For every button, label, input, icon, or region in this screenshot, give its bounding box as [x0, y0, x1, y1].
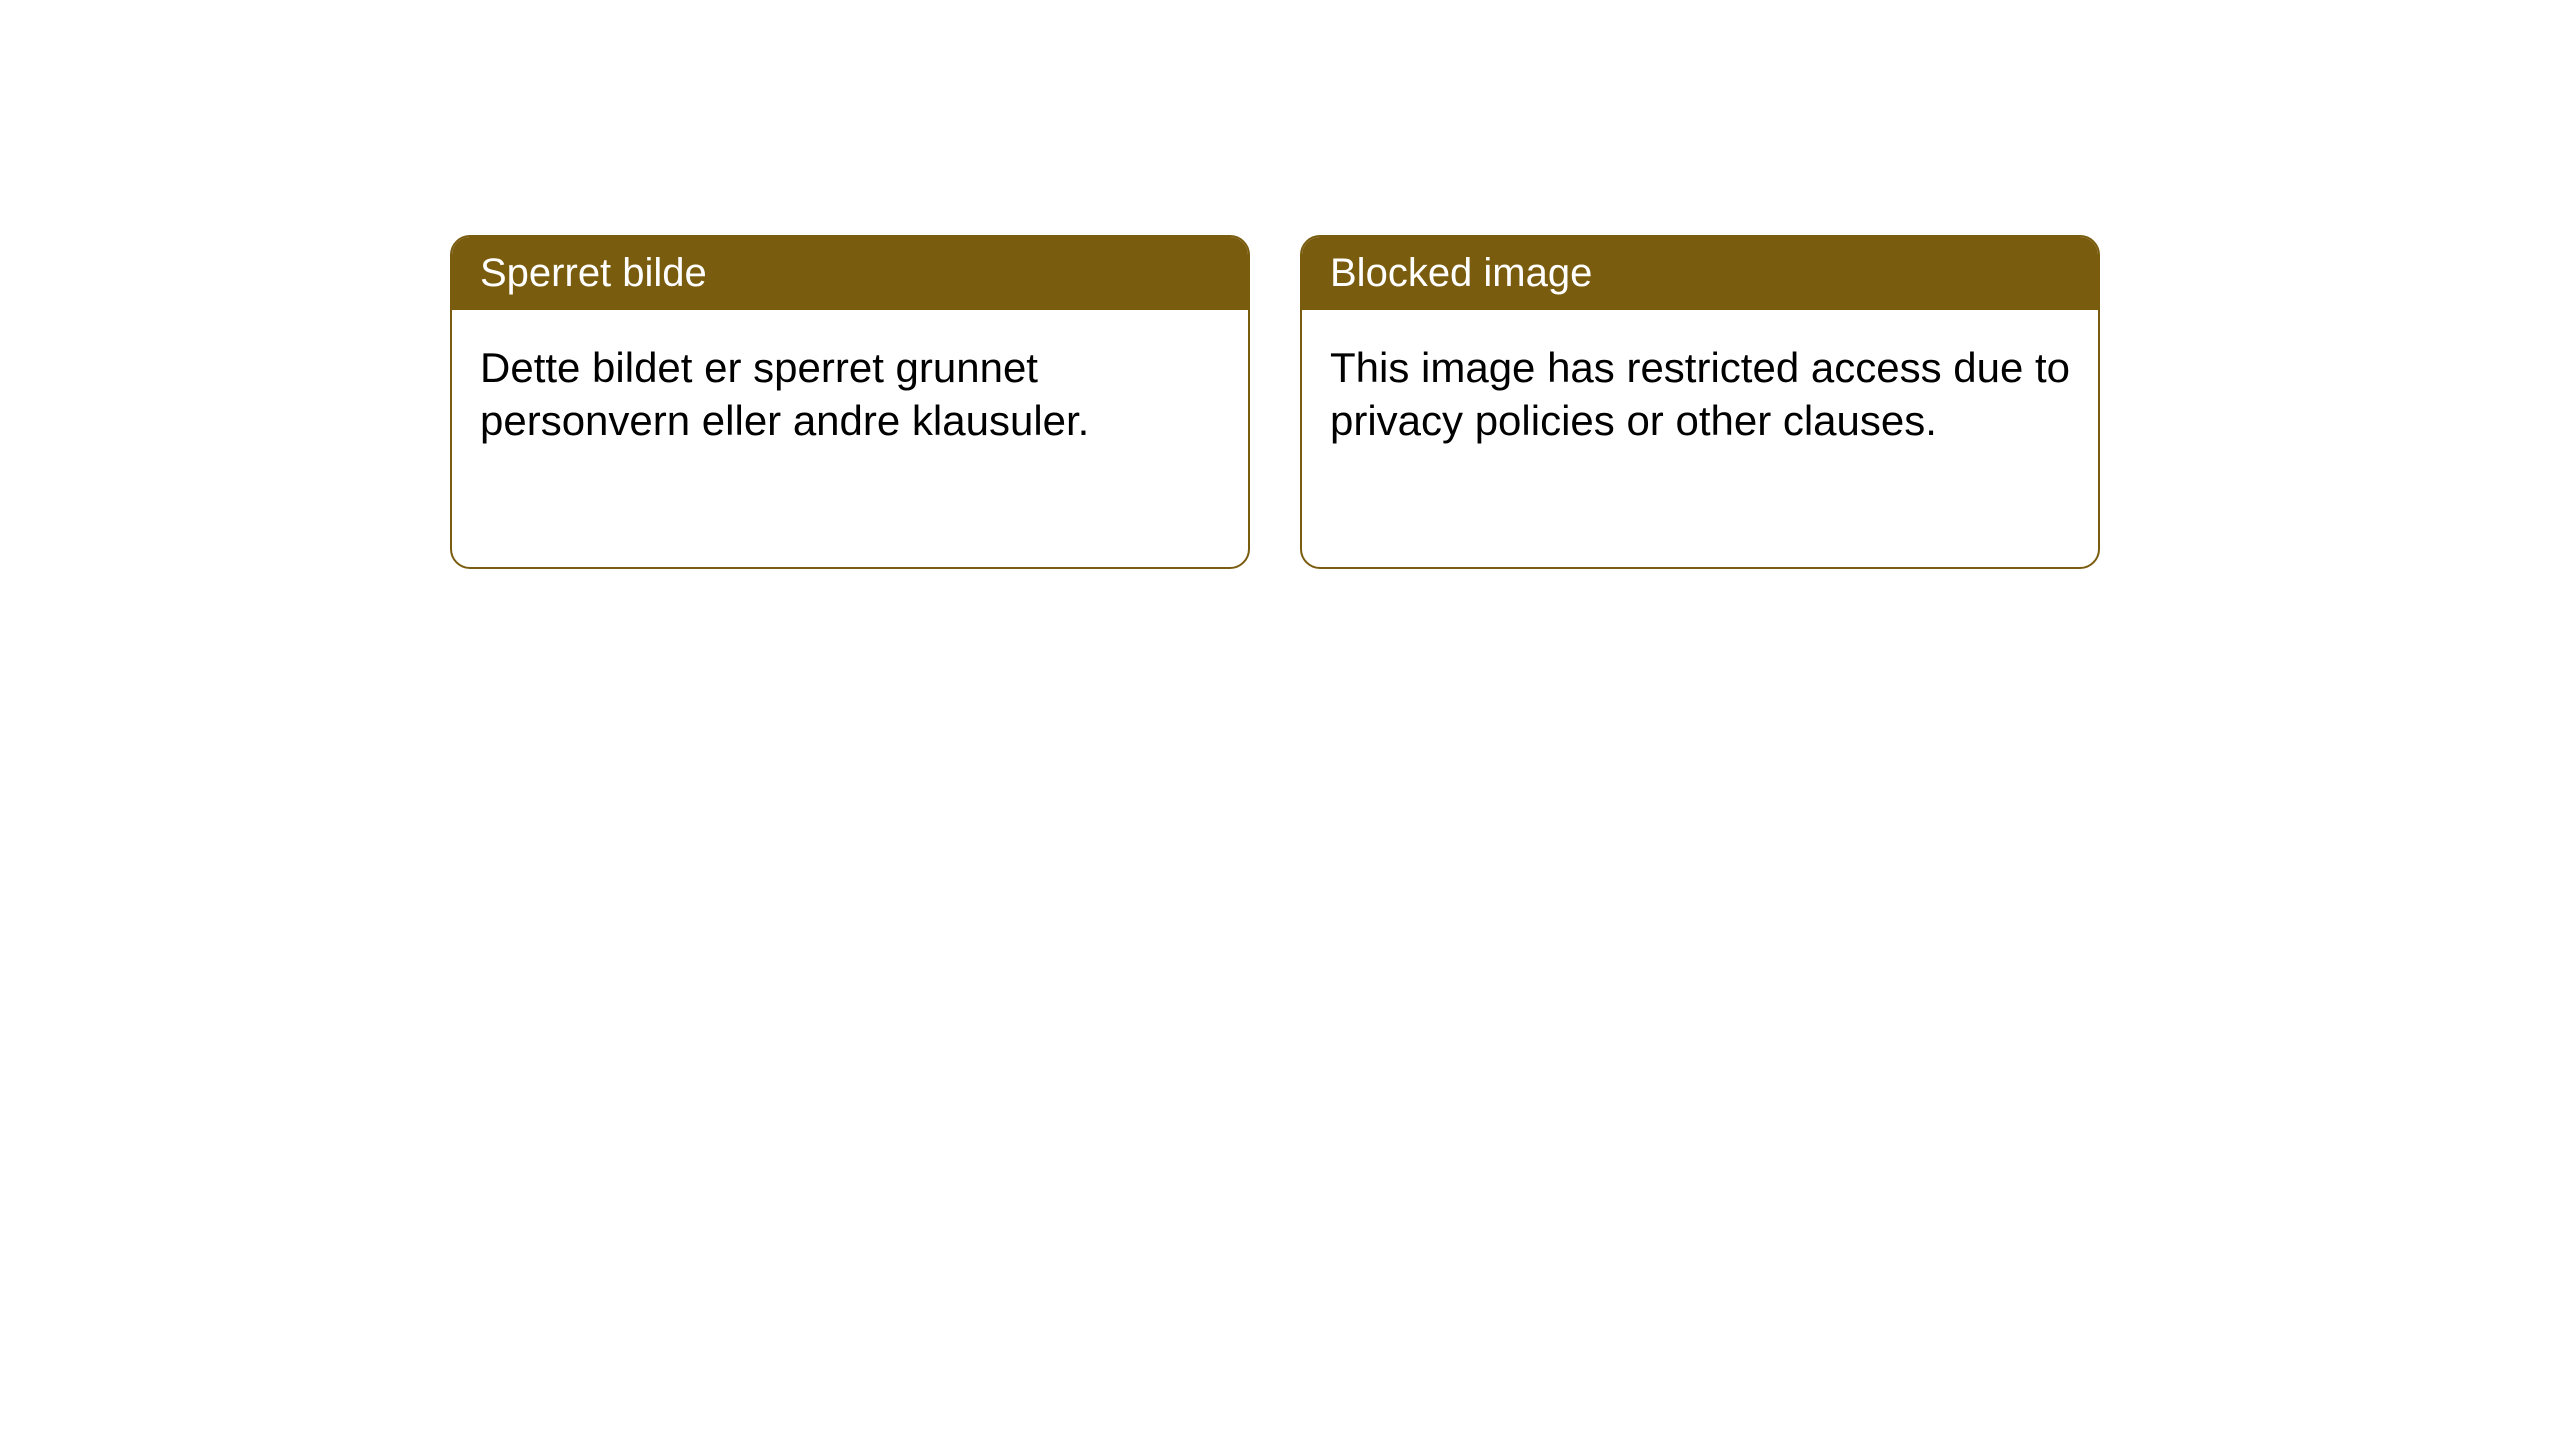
card-body-text: Dette bildet er sperret grunnet personve… [480, 344, 1089, 444]
notice-card-english: Blocked image This image has restricted … [1300, 235, 2100, 569]
card-title: Sperret bilde [480, 251, 707, 295]
card-body: Dette bildet er sperret grunnet personve… [452, 310, 1248, 479]
notice-cards-container: Sperret bilde Dette bildet er sperret gr… [450, 235, 2100, 569]
card-header: Sperret bilde [452, 237, 1248, 310]
card-header: Blocked image [1302, 237, 2098, 310]
notice-card-norwegian: Sperret bilde Dette bildet er sperret gr… [450, 235, 1250, 569]
card-body-text: This image has restricted access due to … [1330, 344, 2070, 444]
card-body: This image has restricted access due to … [1302, 310, 2098, 479]
card-title: Blocked image [1330, 251, 1592, 295]
